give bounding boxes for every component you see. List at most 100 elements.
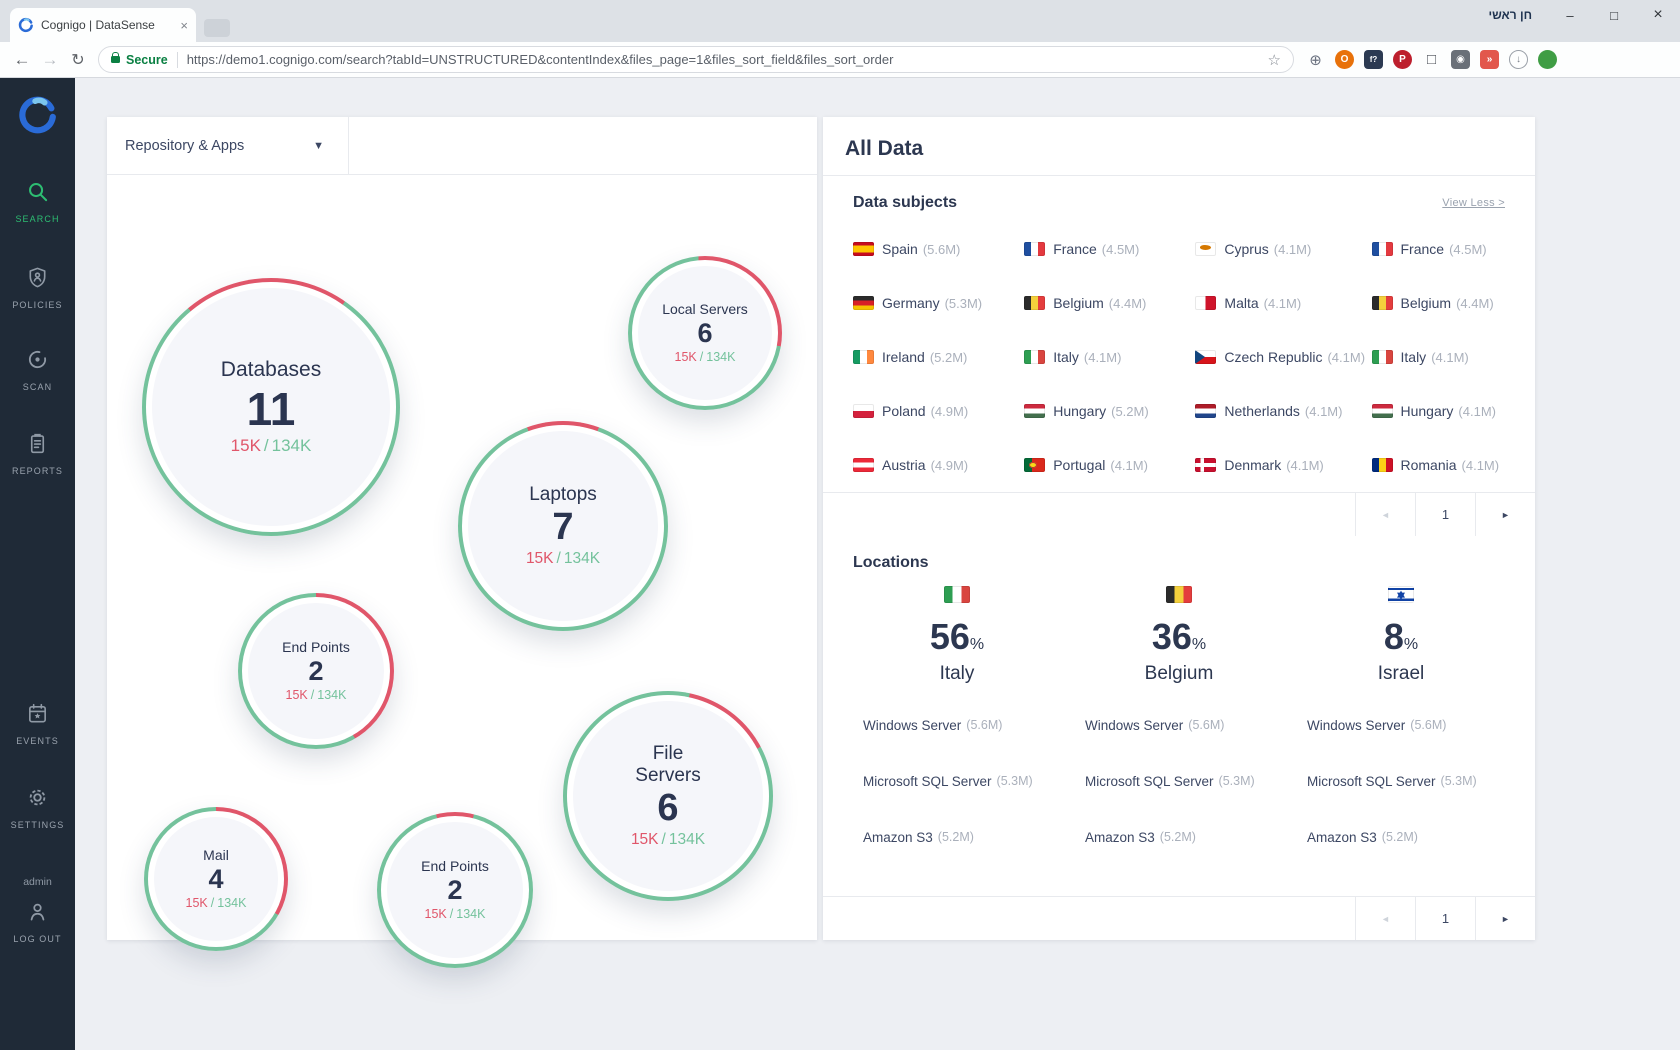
- location-percent-sign: %: [1191, 636, 1207, 653]
- gear-icon: [26, 789, 49, 813]
- country-flag-icon: [1024, 296, 1046, 310]
- sidebar-item-scan[interactable]: SCAN: [0, 348, 75, 392]
- bubble-laptops[interactable]: Laptops 7 15K/134K: [458, 421, 668, 631]
- bubble-count: 6: [657, 786, 679, 829]
- data-subject-item[interactable]: Italy (4.1M): [1024, 330, 1195, 384]
- repository-panel-header: Repository & Apps ▼: [107, 117, 817, 175]
- refresh-icon[interactable]: ↻: [71, 51, 85, 69]
- bubble-detail: 15K/134K: [231, 436, 312, 456]
- country-flag-icon: [1371, 242, 1393, 256]
- locations-page-number: 1: [1415, 897, 1475, 940]
- bubble-end-points[interactable]: End Points 2 15K/134K: [377, 812, 533, 968]
- bubble-end-points[interactable]: End Points 2 15K/134K: [238, 593, 394, 749]
- server-row: Windows Server (5.6M): [1085, 697, 1273, 753]
- fast-forward-extension-icon[interactable]: »: [1480, 50, 1499, 69]
- bubble-body: End Points 2 15K/134K: [248, 603, 384, 739]
- bubble-file-servers[interactable]: File Servers 6 15K/134K: [563, 691, 773, 901]
- bubble-current-value: 15K: [285, 687, 308, 702]
- view-less-link[interactable]: View Less >: [1442, 197, 1505, 209]
- data-subject-item[interactable]: Poland (4.9M): [853, 384, 1024, 438]
- data-subject-item[interactable]: Cyprus (4.1M): [1195, 222, 1371, 276]
- country-flag-icon: [1195, 404, 1217, 418]
- report-icon: [26, 433, 49, 459]
- data-subject-item[interactable]: Belgium (4.4M): [1024, 276, 1195, 330]
- minimize-button[interactable]: –: [1566, 7, 1574, 23]
- download-extension-icon[interactable]: ↓: [1509, 50, 1528, 69]
- bubble-label: Databases: [220, 358, 322, 382]
- data-subject-item[interactable]: Germany (5.3M): [853, 276, 1024, 330]
- bubble-body: File Servers 6 15K/134K: [573, 701, 763, 891]
- server-row: Microsoft SQL Server (5.3M): [1085, 753, 1273, 809]
- country-flag-icon: [853, 242, 874, 256]
- bubble-count: 7: [552, 506, 574, 549]
- main-content: Repository & Apps ▼ Databases 11 15K/134…: [75, 78, 1680, 1050]
- next-page-icon[interactable]: ►: [1475, 897, 1535, 940]
- server-value: (5.3M): [1218, 774, 1255, 788]
- data-subject-item[interactable]: Spain (5.6M): [853, 222, 1024, 276]
- window-profile-label: חן ראשי: [1488, 8, 1533, 22]
- data-subject-item[interactable]: Portugal (4.1M): [1024, 438, 1195, 492]
- data-subject-item[interactable]: Belgium (4.4M): [1371, 276, 1515, 330]
- pin-extension-icon[interactable]: P: [1393, 50, 1412, 69]
- data-subject-item[interactable]: Italy (4.1M): [1371, 330, 1515, 384]
- country-name: Italy: [1400, 349, 1427, 365]
- data-subject-item[interactable]: Hungary (4.1M): [1371, 384, 1515, 438]
- bubble-separator: /: [661, 830, 666, 848]
- bubble-current-value: 15K: [424, 906, 447, 921]
- prev-page-icon[interactable]: ◄: [1355, 897, 1415, 940]
- location-country: Belgium: [1144, 663, 1214, 684]
- country-flag-icon: [1195, 242, 1217, 256]
- camera-extension-icon[interactable]: ◉: [1451, 50, 1470, 69]
- country-value: (4.1M): [1286, 457, 1324, 473]
- sidebar-item-search[interactable]: SEARCH: [0, 180, 75, 224]
- address-bar[interactable]: Secure https://demo1.cognigo.com/search?…: [98, 46, 1294, 73]
- data-subject-item[interactable]: Hungary (5.2M): [1024, 384, 1195, 438]
- orange-o-extension-icon[interactable]: O: [1335, 50, 1354, 69]
- data-subject-item[interactable]: Malta (4.1M): [1195, 276, 1371, 330]
- data-subject-item[interactable]: Denmark (4.1M): [1195, 438, 1371, 492]
- next-page-icon[interactable]: ►: [1475, 493, 1535, 536]
- repository-panel: Repository & Apps ▼ Databases 11 15K/134…: [107, 117, 817, 968]
- data-subject-item[interactable]: France (4.5M): [1371, 222, 1515, 276]
- data-subject-item[interactable]: Austria (4.9M): [853, 438, 1024, 492]
- back-icon[interactable]: ←: [13, 49, 31, 69]
- data-subject-item[interactable]: Romania (4.1M): [1371, 438, 1515, 492]
- data-subject-item[interactable]: Czech Republic (4.1M): [1195, 330, 1371, 384]
- data-subject-item[interactable]: Netherlands (4.1M): [1195, 384, 1371, 438]
- country-value: (5.6M): [922, 241, 961, 257]
- prev-page-icon[interactable]: ◄: [1355, 493, 1415, 536]
- maximize-button[interactable]: □: [1610, 7, 1618, 23]
- tab-close-icon[interactable]: ×: [180, 17, 188, 33]
- bubble-mail[interactable]: Mail 4 15K/134K: [144, 807, 288, 951]
- sidebar-item-events[interactable]: EVENTS: [0, 702, 75, 746]
- bubble-current-value: 15K: [185, 895, 208, 910]
- close-button[interactable]: ×: [1653, 6, 1663, 23]
- bubble-separator: /: [699, 349, 704, 364]
- country-name: Austria: [882, 457, 926, 473]
- sidebar-item-policies[interactable]: POLICIES: [0, 266, 75, 310]
- chevron-down-icon: ▼: [313, 139, 324, 152]
- browser-tab[interactable]: Cognigo | DataSense ×: [10, 8, 196, 42]
- location-percent-sign: %: [969, 636, 985, 653]
- crop-extension-icon[interactable]: □: [1426, 51, 1437, 68]
- country-value: (5.2M): [1111, 403, 1149, 419]
- bubble-local-servers[interactable]: Local Servers 6 15K/134K: [628, 256, 782, 410]
- server-name: Amazon S3: [1085, 829, 1155, 845]
- data-subject-item[interactable]: France (4.5M): [1024, 222, 1195, 276]
- sidebar-item-settings[interactable]: SETTINGS: [0, 786, 75, 830]
- forward-icon[interactable]: →: [41, 49, 59, 69]
- sidebar-item-reports[interactable]: REPORTS: [0, 432, 75, 476]
- fq-extension-icon[interactable]: f?: [1364, 50, 1383, 69]
- data-subjects-pagination: ◄ 1 ►: [823, 492, 1535, 536]
- green-dot-extension-icon[interactable]: [1538, 50, 1557, 69]
- bookmark-star-icon[interactable]: ☆: [1267, 51, 1281, 69]
- bubble-databases[interactable]: Databases 11 15K/134K: [142, 278, 400, 536]
- new-tab-button[interactable]: [204, 19, 230, 37]
- repository-apps-dropdown[interactable]: Repository & Apps ▼: [107, 117, 349, 174]
- data-subject-item[interactable]: Ireland (5.2M): [853, 330, 1024, 384]
- globe-extension-icon[interactable]: ⊕: [1309, 51, 1322, 69]
- logout-button[interactable]: LOG OUT: [0, 900, 75, 944]
- bubble-body: End Points 2 15K/134K: [387, 822, 523, 958]
- server-value: (5.2M): [937, 830, 974, 844]
